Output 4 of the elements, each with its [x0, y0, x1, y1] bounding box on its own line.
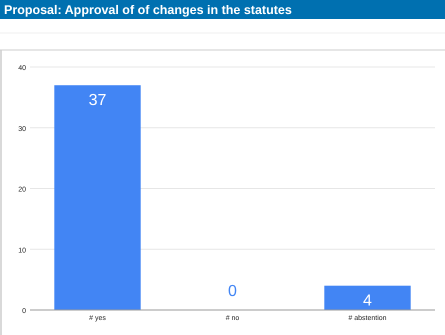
chart-title: Proposal: Approval of of changes in the statutes [4, 3, 292, 17]
data-label: 4 [363, 292, 372, 310]
data-label: 0 [228, 283, 238, 300]
data-label: 37 [88, 92, 106, 110]
